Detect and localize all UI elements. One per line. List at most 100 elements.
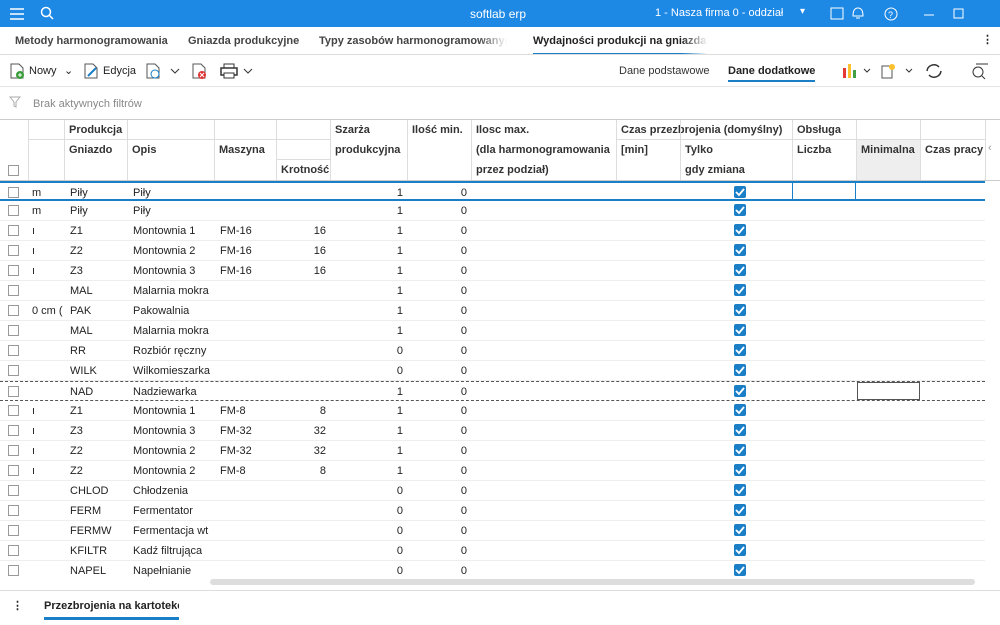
checkbox-checked[interactable] [734, 444, 746, 456]
column-header[interactable]: Gniazdo [69, 144, 113, 156]
row-checkbox[interactable] [8, 265, 19, 276]
checkbox-checked[interactable] [734, 186, 746, 198]
column-header[interactable]: przez podział) [476, 164, 549, 176]
checkbox-checked[interactable] [734, 264, 746, 276]
table-row[interactable]: ı Z1 Montownia 1 FM-8 8 1 0 [0, 401, 985, 421]
table-row[interactable]: ı Z2 Montownia 2 FM-16 16 1 0 [0, 241, 985, 261]
window-controls[interactable]: ? [830, 6, 980, 22]
row-checkbox[interactable] [8, 365, 19, 376]
column-header[interactable]: Minimalna [856, 140, 920, 180]
table-row[interactable]: ı Z2 Montownia 2 FM-32 32 1 0 [0, 441, 985, 461]
toolbar-icons[interactable] [842, 62, 992, 80]
table-row[interactable]: NAD Nadziewarka 1 0 [0, 381, 985, 401]
row-checkbox[interactable] [8, 386, 19, 397]
filter-icon[interactable] [9, 96, 21, 108]
table-row[interactable]: FERMW Fermentacja wt 0 0 [0, 521, 985, 541]
row-checkbox[interactable] [8, 465, 19, 476]
column-header[interactable]: Czas przezbrojenia (domyślny) [621, 124, 783, 136]
checkbox-checked[interactable] [734, 224, 746, 236]
edit-icon[interactable] [83, 63, 99, 79]
row-checkbox[interactable] [8, 245, 19, 256]
edit-button[interactable]: Edycja [103, 65, 137, 77]
company-dropdown[interactable]: ▾ [800, 6, 806, 17]
row-checkbox[interactable] [8, 285, 19, 296]
table-row[interactable]: WILK Wilkomieszarka 0 0 [0, 361, 985, 381]
row-checkbox[interactable] [8, 425, 19, 436]
checkbox-checked[interactable] [734, 344, 746, 356]
extra-data-tab[interactable]: Dane dodatkowe [728, 65, 816, 82]
more-icon[interactable]: ⋮ [12, 600, 23, 612]
checkbox-checked[interactable] [734, 385, 746, 397]
dropdown[interactable]: ⌄ [64, 65, 74, 77]
bottom-tab[interactable]: Przezbrojenia na kartotekę [44, 600, 179, 620]
column-header[interactable]: Opis [132, 144, 157, 156]
table-row[interactable]: m Piły Piły 1 0 [0, 201, 985, 221]
row-checkbox[interactable] [8, 325, 19, 336]
h-scrollbar[interactable] [210, 579, 975, 585]
column-header[interactable]: [min] [621, 144, 648, 156]
checkbox-checked[interactable] [734, 504, 746, 516]
row-checkbox[interactable] [8, 205, 19, 216]
new-button[interactable]: Nowy [29, 65, 57, 77]
checkbox-checked[interactable] [734, 284, 746, 296]
column-header[interactable]: Produkcja [69, 124, 123, 136]
checkbox-checked[interactable] [734, 484, 746, 496]
checkbox-checked[interactable] [734, 324, 746, 336]
tab[interactable]: Wydajności produkcji na gniazdach [533, 35, 708, 54]
table-row[interactable]: ı Z3 Montownia 3 FM-32 32 1 0 [0, 421, 985, 441]
checkbox-checked[interactable] [734, 544, 746, 556]
row-checkbox[interactable] [8, 565, 19, 576]
row-checkbox[interactable] [8, 505, 19, 516]
table-row[interactable]: ı Z1 Montownia 1 FM-16 16 1 0 [0, 221, 985, 241]
column-header[interactable]: Szarża [335, 124, 370, 136]
row-checkbox[interactable] [8, 445, 19, 456]
checkbox-checked[interactable] [734, 204, 746, 216]
row-checkbox[interactable] [8, 225, 19, 236]
new-icon[interactable] [9, 63, 25, 79]
scroll-left[interactable]: ‹ [988, 142, 992, 154]
checkbox-checked[interactable] [734, 464, 746, 476]
table-row[interactable]: ı Z3 Montownia 3 FM-16 16 1 0 [0, 261, 985, 281]
row-checkbox[interactable] [8, 305, 19, 316]
checkbox-checked[interactable] [734, 304, 746, 316]
column-header[interactable]: Ilość min. [412, 124, 463, 136]
row-checkbox[interactable] [8, 545, 19, 556]
table-row[interactable]: FERM Fermentator 0 0 [0, 501, 985, 521]
select-all[interactable] [8, 165, 19, 176]
table-row[interactable]: MAL Malarnia mokra 1 0 [0, 321, 985, 341]
tab[interactable]: Metody harmonogramowania [15, 35, 168, 47]
tab[interactable]: Gniazda produkcyjne [188, 35, 300, 47]
row-checkbox[interactable] [8, 405, 19, 416]
more-icon[interactable]: ⋮ [982, 34, 993, 46]
row-checkbox[interactable] [8, 345, 19, 356]
info-icon[interactable] [145, 63, 185, 79]
table-row[interactable]: CHLOD Chłodzenia 0 0 [0, 481, 985, 501]
checkbox-checked[interactable] [734, 564, 746, 576]
checkbox-checked[interactable] [734, 424, 746, 436]
table-row[interactable]: m Piły Piły 1 0 [0, 181, 985, 201]
tab[interactable]: Typy zasobów harmonogramowanych [319, 35, 507, 47]
checkbox-checked[interactable] [734, 404, 746, 416]
column-header[interactable]: gdy zmiana [685, 164, 745, 176]
basic-data-tab[interactable]: Dane podstawowe [619, 65, 710, 77]
column-header[interactable]: Krotność [281, 164, 330, 176]
column-header[interactable]: Ilosc max. [476, 124, 530, 136]
column-header[interactable]: Maszyna [219, 144, 265, 156]
column-header[interactable]: produkcyjna [335, 144, 401, 156]
column-header[interactable]: Obsługa [797, 124, 842, 136]
table-row[interactable]: MAL Malarnia mokra 1 0 [0, 281, 985, 301]
table-row[interactable]: 0 cm (PAK Pakowalnia 1 0 [0, 301, 985, 321]
search-icon[interactable] [40, 6, 54, 20]
row-checkbox[interactable] [8, 525, 19, 536]
row-checkbox[interactable] [8, 485, 19, 496]
table-row[interactable]: KFILTR Kadź filtrująca 0 0 [0, 541, 985, 561]
table-row[interactable]: RR Rozbiór ręczny 0 0 [0, 341, 985, 361]
row-checkbox[interactable] [8, 187, 19, 198]
company[interactable]: 1 - Nasza firma 0 - oddział [655, 7, 784, 19]
column-header[interactable]: Liczba [797, 144, 832, 156]
table-row[interactable]: ı Z2 Montownia 2 FM-8 8 1 0 [0, 461, 985, 481]
checkbox-checked[interactable] [734, 524, 746, 536]
print-icon[interactable] [220, 63, 256, 79]
checkbox-checked[interactable] [734, 364, 746, 376]
checkbox-checked[interactable] [734, 244, 746, 256]
